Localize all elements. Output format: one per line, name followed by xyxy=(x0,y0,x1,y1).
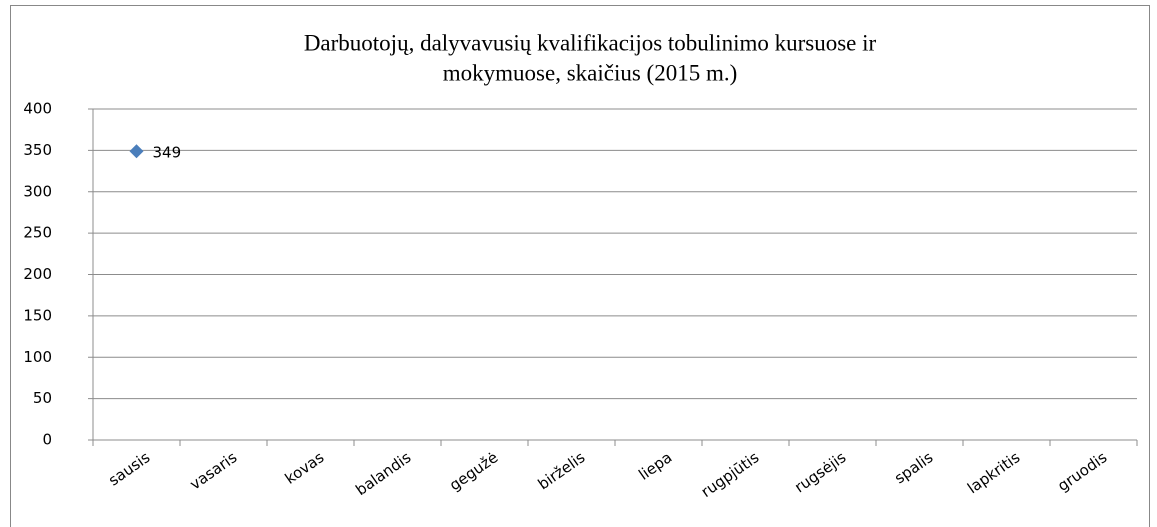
y-tick-label: 200 xyxy=(23,265,52,283)
data-label: 349 xyxy=(153,144,182,162)
point-marker xyxy=(129,144,144,159)
y-tick-label: 50 xyxy=(33,389,52,407)
y-tick-label: 100 xyxy=(23,348,52,366)
y-tick-label: 0 xyxy=(42,431,52,449)
y-tick-label: 400 xyxy=(23,100,52,118)
y-tick-label: 150 xyxy=(23,306,52,324)
chart-title: mokymuose, skaičius (2015 m.) xyxy=(443,60,738,85)
y-tick-label: 350 xyxy=(23,141,52,159)
y-tick-label: 250 xyxy=(23,224,52,242)
chart-title: Darbuotojų, dalyvavusių kvalifikacijos t… xyxy=(304,30,877,55)
y-tick-label: 300 xyxy=(23,182,52,200)
